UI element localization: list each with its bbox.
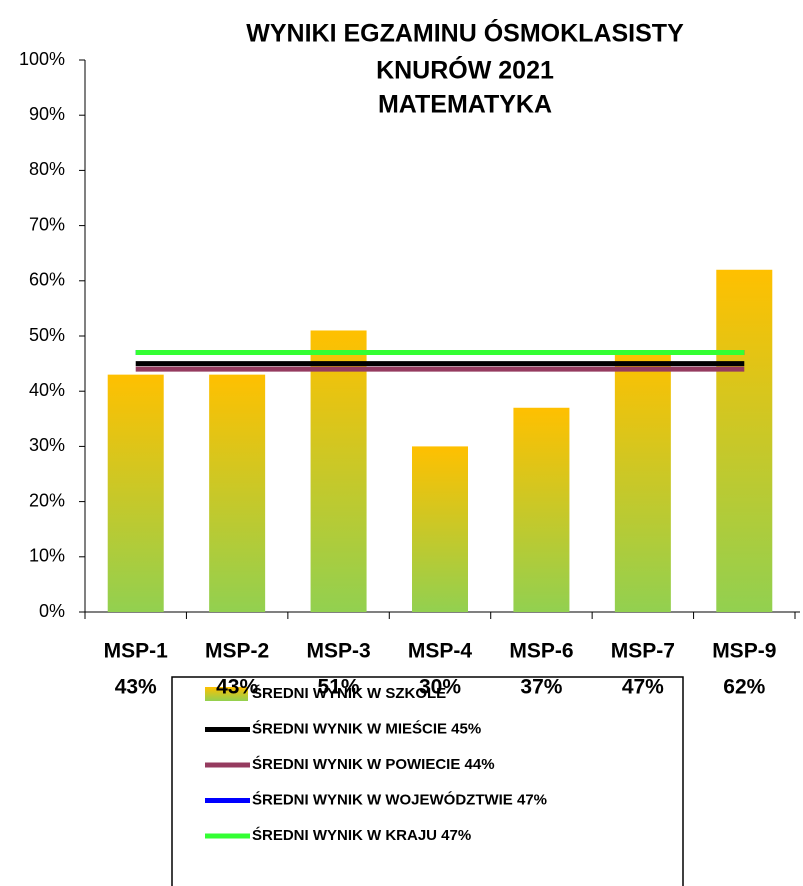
- chart-title: KNURÓW 2021: [376, 55, 554, 85]
- bar: [412, 446, 468, 612]
- legend-label: ŚREDNI WYNIK W SZKOLE: [252, 684, 446, 702]
- x-tick-label: MSP-3: [306, 640, 370, 663]
- bar: [107, 374, 164, 612]
- legend-label: ŚREDNI WYNIK W KRAJU 47%: [252, 826, 471, 844]
- bar: [513, 407, 570, 612]
- x-tick-label: MSP-1: [104, 640, 169, 663]
- y-tick-label: 80%: [29, 159, 65, 179]
- value-label: 43%: [115, 676, 157, 699]
- value-label: 37%: [520, 676, 562, 699]
- bar: [614, 352, 671, 612]
- y-tick-label: 10%: [29, 546, 65, 566]
- y-tick-label: 60%: [29, 270, 65, 290]
- legend-swatch: [205, 687, 248, 701]
- legend-label: ŚREDNI WYNIK W POWIECIE 44%: [252, 755, 495, 773]
- y-tick-label: 20%: [29, 490, 65, 510]
- value-label: 43%: [216, 676, 258, 699]
- x-tick-label: MSP-2: [205, 640, 269, 663]
- y-tick-label: 50%: [29, 325, 65, 345]
- y-tick-label: 100%: [19, 49, 65, 69]
- y-tick-label: 40%: [29, 380, 65, 400]
- y-tick-label: 30%: [29, 435, 65, 455]
- bar: [310, 330, 367, 612]
- x-tick-label: MSP-6: [509, 640, 573, 663]
- legend-box: [171, 676, 684, 886]
- value-label: 30%: [419, 676, 461, 699]
- y-tick-label: 70%: [29, 214, 65, 234]
- y-tick-label: 0%: [39, 601, 65, 621]
- x-tick-label: MSP-9: [712, 640, 776, 663]
- legend-label: ŚREDNI WYNIK W MIEŚCIE 45%: [252, 719, 481, 737]
- y-tick-label: 90%: [29, 104, 65, 124]
- chart-title: MATEMATYKA: [378, 91, 552, 119]
- bar: [209, 374, 266, 612]
- value-label: 47%: [622, 676, 664, 699]
- chart-title: WYNIKI EGZAMINU ÓSMOKLASISTY: [246, 18, 684, 48]
- value-label: 62%: [723, 676, 765, 699]
- value-label: 51%: [318, 676, 360, 699]
- x-tick-label: MSP-7: [611, 640, 675, 663]
- x-tick-label: MSP-4: [408, 640, 473, 663]
- bar: [716, 269, 773, 612]
- legend-label: ŚREDNI WYNIK W WOJEWÓDZTWIE 47%: [252, 790, 547, 808]
